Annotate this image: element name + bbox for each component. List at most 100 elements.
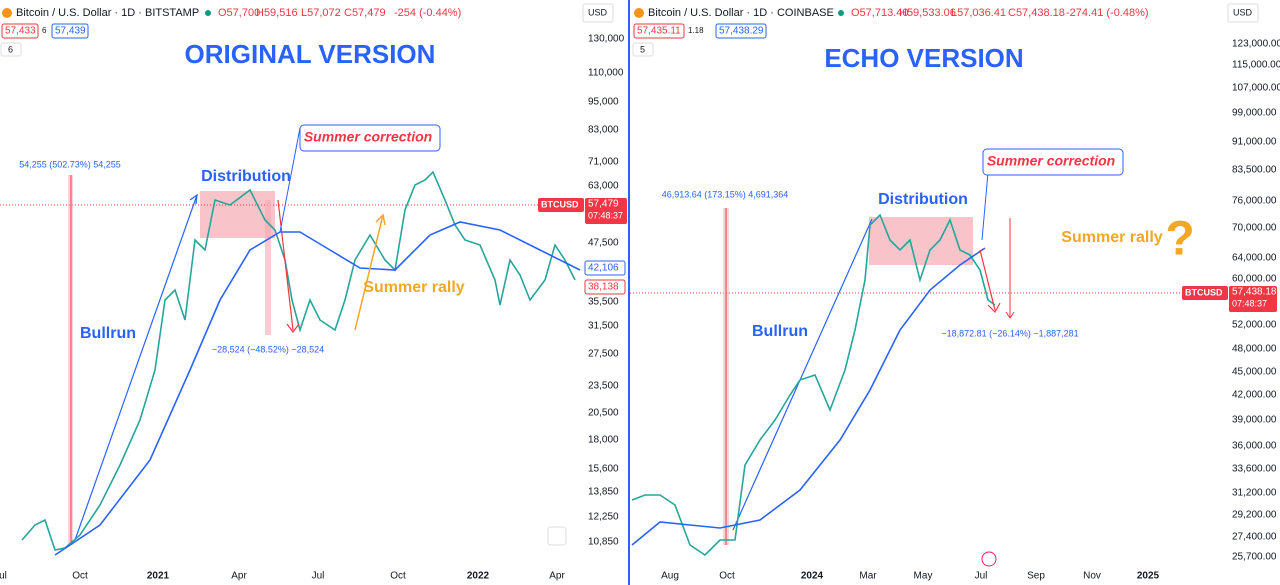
price-line — [21, 170, 576, 551]
moving-average — [54, 221, 581, 556]
last-price-tag — [585, 198, 627, 224]
time-tick-label: Oct — [72, 571, 88, 582]
price-tick-label: 31,200.00 — [1232, 488, 1277, 499]
price-tick-label: 25,700.00 — [1232, 552, 1277, 563]
time-tick-label: 2021 — [147, 571, 170, 582]
arrow-head — [189, 193, 198, 205]
indicators-toggle — [632, 42, 654, 57]
low-price: 38,138 — [588, 282, 619, 293]
bid-box — [633, 23, 685, 39]
ohlc-low: L57,072 — [301, 7, 341, 19]
trend-line — [74, 194, 198, 541]
price-tick-label: 63,000 — [588, 181, 619, 192]
ohlc-high: H59,516 — [256, 7, 298, 19]
symbol-tag — [538, 198, 584, 212]
price-tick-label: 12,250 — [588, 512, 619, 523]
indicators-toggle — [0, 42, 22, 57]
price-tick-label: 35,500 — [588, 297, 619, 308]
rally-arrow — [354, 214, 384, 331]
symbol-name: Bitcoin / U.S. Dollar · 1D · COINBASE — [648, 7, 834, 19]
annotation-correction: Summer correction — [987, 153, 1115, 169]
time-tick-label: 2022 — [467, 571, 490, 582]
annotation-question: ? — [1165, 213, 1194, 266]
time-tick-label: Nov — [1083, 571, 1101, 582]
annotation-rise: 46,913.64 (173.15%) 4,691,364 — [662, 189, 789, 199]
symbol-tag — [1182, 286, 1228, 300]
ohlc-open: O57,700 — [218, 7, 260, 19]
bid-price: 57,433 — [5, 26, 36, 37]
time-tick-label: Sep — [1027, 571, 1045, 582]
price-tick-label: 83,000 — [588, 125, 619, 136]
time-tick-label: Jul — [312, 571, 325, 582]
moving-average — [631, 247, 986, 546]
annotation-rise: 54,255 (502.73%) 54,255 — [19, 159, 121, 169]
distribution-box — [869, 217, 973, 265]
chart-title: ECHO VERSION — [824, 43, 1023, 73]
price-tick-label: 48,000.00 — [1232, 344, 1277, 355]
symbol-logo — [634, 8, 644, 18]
price-tick-label: 29,200.00 — [1232, 510, 1277, 521]
price-tick-label: 110,000 — [588, 68, 624, 79]
price-tick-label: 45,000.00 — [1232, 367, 1277, 378]
annotation-drop: −18,872.81 (−26.14%) −1,887,281 — [941, 328, 1078, 338]
arrow-head — [987, 302, 1001, 313]
event-icon[interactable] — [981, 551, 997, 567]
ohlc-change: -274.41 (-0.48%) — [1066, 7, 1149, 19]
price-tick-label: 130,000 — [588, 34, 625, 45]
bid-price: 57,435.11 — [637, 26, 681, 37]
price-tick-label: 115,000.00 — [1232, 60, 1280, 71]
price-tick-label: 27,400.00 — [1232, 532, 1277, 543]
currency-button — [582, 3, 614, 23]
market-status — [838, 10, 844, 16]
annotation-bullrun: Bullrun — [752, 323, 808, 340]
time-tick-label: Apr — [549, 571, 565, 582]
callout-box — [982, 148, 1124, 176]
arrow-head — [286, 323, 300, 333]
price-tick-label: 52,000.00 — [1232, 320, 1277, 331]
time-tick-label: Jul — [975, 571, 988, 582]
spread: 1.18 — [688, 26, 704, 35]
price-tick-label: 70,000.00 — [1232, 223, 1277, 234]
time-tick-label: Aug — [661, 571, 679, 582]
annotation-rally: Summer rally — [363, 279, 464, 296]
price-tick-label: 15,600 — [588, 464, 619, 475]
price-tick-label: 18,000 — [588, 435, 619, 446]
annotation-correction: Summer correction — [304, 129, 432, 145]
ask-price: 57,438.29 — [719, 26, 764, 37]
trend-line — [732, 218, 873, 531]
price-tick-label: 33,600.00 — [1232, 464, 1277, 475]
price-tick-label: 20,500 — [588, 408, 619, 419]
scroll-button[interactable] — [547, 526, 567, 546]
arrow-head — [375, 213, 386, 226]
chart-title: ORIGINAL VERSION — [185, 39, 436, 69]
bar-timer: 07:48:37 — [588, 210, 623, 220]
arrow-head — [1005, 311, 1015, 319]
time-tick-label: 2024 — [801, 571, 824, 582]
price-tick-label: 99,000.00 — [1232, 108, 1277, 119]
symbol-name: Bitcoin / U.S. Dollar · 1D · BITSTAMP — [16, 7, 199, 19]
price-tick-label: 64,000.00 — [1232, 253, 1277, 264]
correction-arrow — [979, 249, 996, 311]
price-tick-label: 23,500 — [588, 381, 619, 392]
time-tick-label: Apr — [231, 571, 247, 582]
currency: USD — [1233, 7, 1253, 17]
time-tick-label: Oct — [719, 571, 735, 582]
last-price: 57,438.18 — [1232, 287, 1277, 298]
time-tick-label: ul — [0, 571, 7, 582]
callout-line — [279, 127, 301, 233]
callout-box — [299, 124, 441, 152]
symbol-tag-label: BTCUSD — [1185, 287, 1223, 297]
ohlc-change: -254 (-0.44%) — [394, 7, 461, 19]
price-tick-label: 76,000.00 — [1232, 196, 1277, 207]
correction-arrow — [277, 199, 294, 331]
last-price: 57,479 — [588, 199, 619, 210]
low-tag — [584, 279, 626, 295]
price-tick-label: 42,000.00 — [1232, 390, 1277, 401]
price-tick-label: 47,500 — [588, 238, 619, 249]
price-tick-label: 36,000.00 — [1232, 441, 1277, 452]
time-tick-label: 2025 — [1137, 571, 1160, 582]
symbol-logo — [2, 8, 12, 18]
price-tick-label: 71,000 — [588, 157, 619, 168]
currency: USD — [588, 7, 608, 17]
